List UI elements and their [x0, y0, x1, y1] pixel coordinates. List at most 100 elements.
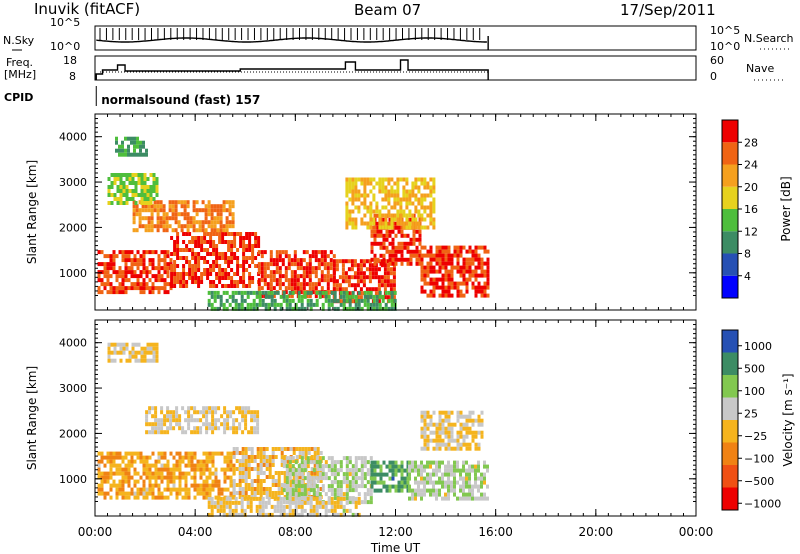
- velocity-cell: [297, 504, 301, 509]
- velocity-cell: [423, 426, 427, 431]
- power-cell: [200, 276, 204, 280]
- power-cell: [462, 261, 466, 266]
- power-cell: [106, 278, 110, 283]
- power-cell: [225, 208, 229, 213]
- power-cell: [397, 225, 401, 230]
- velocity-cell: [172, 475, 176, 480]
- power-cell: [483, 269, 487, 274]
- power-cell: [275, 262, 279, 267]
- power-cell: [357, 177, 361, 182]
- power-cell: [182, 256, 186, 260]
- power-cell: [333, 294, 337, 299]
- velocity-cell: [357, 496, 361, 501]
- velocity-cell: [420, 418, 424, 423]
- power-cell: [453, 249, 457, 254]
- power-cell: [393, 290, 397, 295]
- velocity-cell: [315, 484, 319, 489]
- power-cell: [267, 306, 271, 311]
- power-cell: [240, 290, 244, 295]
- power-cell: [360, 201, 364, 206]
- velocity-cell: [160, 479, 164, 484]
- power-cell: [342, 306, 346, 311]
- power-cell: [180, 204, 184, 209]
- power-cell: [388, 221, 392, 226]
- power-cell: [249, 306, 253, 311]
- power-cell: [420, 257, 424, 262]
- power-cell: [140, 185, 144, 189]
- power-cell: [305, 266, 309, 271]
- power-cell: [272, 278, 276, 283]
- x-tick-label: 12:00: [378, 525, 413, 539]
- power-cell: [245, 232, 249, 236]
- power-cell: [113, 197, 117, 201]
- velocity-cell: [157, 467, 161, 472]
- power-cell: [438, 277, 442, 282]
- velocity-cell: [103, 479, 107, 484]
- power-cell: [308, 254, 312, 259]
- power-cell: [109, 274, 113, 279]
- velocity-cell: [130, 475, 134, 480]
- velocity-cell: [471, 434, 475, 439]
- power-cell: [142, 144, 145, 149]
- velocity-cell: [244, 414, 248, 419]
- power-cell: [194, 240, 198, 244]
- velocity-cell: [261, 500, 265, 505]
- velocity-colorbar-label: 500: [744, 362, 765, 375]
- power-cell: [380, 275, 384, 280]
- velocity-cell: [420, 488, 423, 493]
- power-cell: [139, 274, 143, 279]
- velocity-cell: [400, 488, 404, 493]
- power-cell: [156, 212, 160, 217]
- power-cell: [480, 265, 484, 270]
- velocity-cell: [447, 496, 450, 501]
- power-cell: [360, 177, 364, 182]
- power-cell: [393, 193, 397, 198]
- power-cell: [186, 216, 190, 221]
- velocity-cell: [385, 488, 389, 493]
- power-cell: [168, 200, 172, 205]
- velocity-cell: [244, 406, 248, 411]
- power-cell: [186, 204, 190, 209]
- power-cell: [230, 248, 234, 252]
- velocity-cell: [151, 414, 155, 419]
- power-cell: [140, 197, 144, 201]
- velocity-cell: [271, 495, 275, 499]
- power-cell: [203, 248, 207, 252]
- power-cell: [148, 262, 152, 267]
- power-cell: [390, 177, 394, 182]
- power-cell: [293, 254, 297, 259]
- power-cell: [353, 275, 357, 280]
- power-cell: [314, 266, 318, 271]
- velocity-cell: [417, 480, 420, 485]
- power-cell: [100, 262, 104, 267]
- velocity-cell: [423, 430, 427, 435]
- velocity-cell: [288, 468, 292, 473]
- velocity-cell: [253, 426, 257, 431]
- power-cell: [109, 258, 113, 263]
- velocity-cell: [477, 422, 481, 427]
- power-cell: [157, 262, 161, 267]
- power-cell: [166, 250, 170, 255]
- power-cell: [423, 197, 427, 202]
- power-cell: [233, 284, 237, 288]
- power-cell: [394, 233, 398, 238]
- velocity-cell: [151, 491, 155, 496]
- power-cell: [474, 245, 478, 250]
- velocity-cell: [193, 495, 197, 500]
- velocity-cell: [202, 451, 206, 456]
- velocity-cell: [258, 500, 262, 505]
- power-cell: [297, 294, 301, 299]
- power-cell: [254, 264, 258, 268]
- velocity-cell: [137, 350, 141, 355]
- power-cell: [275, 258, 279, 263]
- power-cell: [225, 200, 229, 205]
- power-cell: [353, 283, 357, 288]
- velocity-cell: [333, 468, 337, 473]
- velocity-cell: [438, 442, 442, 447]
- power-cell: [332, 254, 336, 259]
- velocity-cell: [435, 472, 438, 477]
- velocity-cell: [471, 422, 475, 427]
- velocity-cell: [300, 512, 304, 517]
- velocity-cell: [166, 483, 170, 488]
- velocity-cell: [119, 358, 123, 363]
